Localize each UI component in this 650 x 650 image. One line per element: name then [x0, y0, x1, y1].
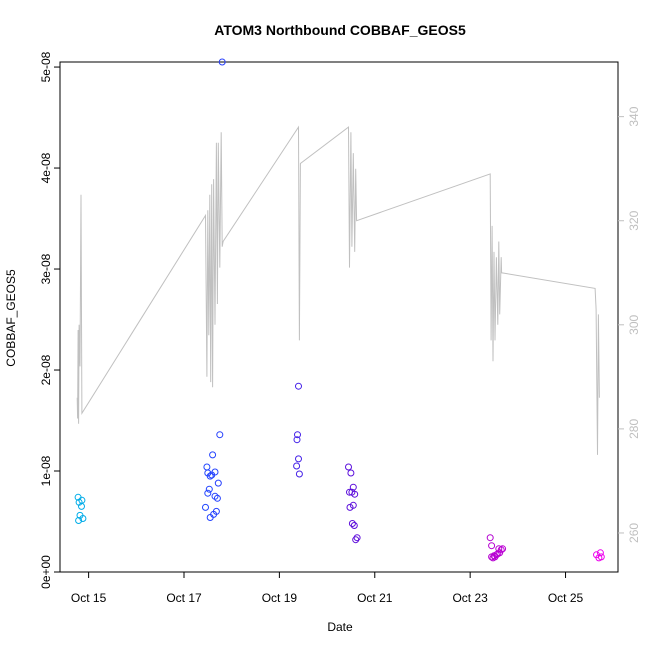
bottom-axis: Oct 15 Oct 17 Oct 19 Oct 21 Oct 23 Oct 25 — [71, 572, 584, 605]
y2-tick-label: 280 — [627, 419, 641, 439]
y-tick-label: 0e+00 — [39, 555, 53, 589]
y-tick-label: 4e-08 — [39, 152, 53, 183]
left-axis: 0e+00 1e-08 2e-08 3e-08 4e-08 5e-08 — [39, 51, 60, 589]
chart-title: ATOM3 Northbound COBBAF_GEOS5 — [214, 22, 466, 38]
x-axis-label: Date — [327, 620, 353, 634]
data-point — [350, 522, 358, 529]
data-point — [349, 501, 357, 509]
data-point — [216, 431, 224, 439]
y-tick-label: 3e-08 — [39, 253, 53, 284]
data-point — [294, 431, 301, 439]
data-point — [202, 503, 209, 511]
data-point — [295, 382, 302, 390]
plot-frame — [59, 61, 619, 573]
data-point — [78, 502, 85, 510]
data-point — [214, 479, 222, 487]
y-tick-label: 1e-08 — [39, 455, 53, 486]
y2-tick-label: 320 — [627, 210, 641, 230]
data-point — [79, 515, 87, 522]
data-point — [295, 470, 303, 478]
data-point — [347, 469, 355, 477]
right-axis: 260 280 300 320 340 — [618, 106, 641, 543]
data-point — [75, 517, 83, 524]
data-point — [204, 489, 212, 497]
series-line — [76, 125, 600, 455]
data-point — [206, 472, 214, 480]
data-point — [203, 463, 211, 471]
data-point — [295, 455, 302, 463]
x-tick-label: Oct 23 — [452, 591, 488, 605]
x-tick-label: Oct 17 — [166, 591, 202, 605]
y-tick-label: 2e-08 — [39, 354, 53, 385]
data-point — [596, 549, 604, 557]
scatter-series — [74, 58, 605, 562]
line-series — [76, 125, 600, 455]
data-point — [293, 436, 301, 444]
x-tick-label: Oct 21 — [357, 591, 393, 605]
x-tick-label: Oct 15 — [71, 591, 107, 605]
data-point — [205, 485, 213, 493]
data-point — [353, 534, 361, 542]
data-point — [497, 546, 505, 554]
data-point — [212, 507, 220, 515]
data-point — [211, 468, 219, 476]
data-point — [218, 58, 226, 66]
data-point — [349, 483, 357, 491]
data-point — [597, 553, 605, 561]
data-point — [293, 462, 301, 470]
x-tick-label: Oct 25 — [548, 591, 584, 605]
data-point — [352, 536, 360, 544]
x-tick-label: Oct 19 — [262, 591, 298, 605]
data-point — [345, 463, 352, 471]
y2-tick-label: 300 — [627, 314, 641, 334]
data-point — [499, 545, 507, 553]
data-point — [213, 494, 221, 502]
y2-tick-label: 260 — [627, 523, 641, 543]
data-point — [488, 542, 496, 550]
data-point — [348, 520, 356, 527]
data-point — [486, 534, 494, 542]
y-tick-label: 5e-08 — [39, 51, 53, 82]
y-axis-label: COBBAF_GEOS5 — [4, 269, 18, 367]
data-point — [351, 490, 359, 498]
data-point — [209, 451, 217, 459]
y2-tick-label: 340 — [627, 106, 641, 126]
